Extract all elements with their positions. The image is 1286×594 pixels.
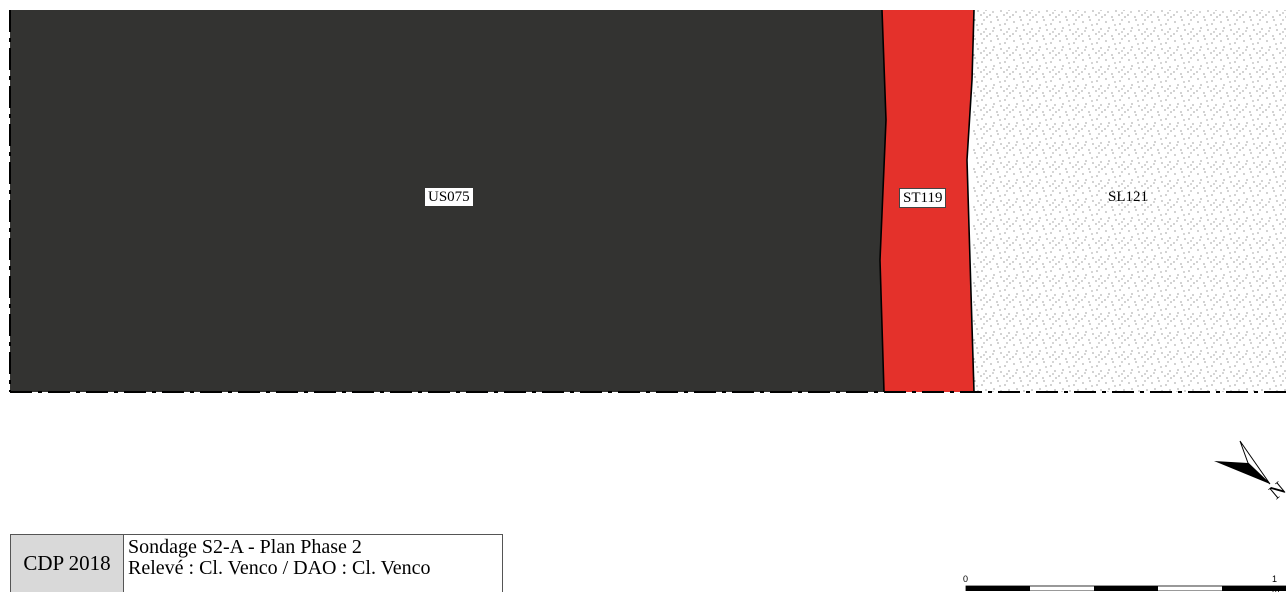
- unit-label-sl121: SL121: [1108, 189, 1149, 205]
- title-block: CDP 2018 Sondage S2-A - Plan Phase 2 Rel…: [10, 534, 503, 592]
- unit-label-us075: US075: [425, 188, 473, 206]
- plan-credits: Relevé : Cl. Venco / DAO : Cl. Venco: [128, 557, 431, 579]
- north-arrow-icon: N: [1214, 440, 1286, 504]
- unit-label-st119: ST119: [899, 188, 947, 208]
- title-info: Sondage S2-A - Plan Phase 2 Relevé : Cl.…: [124, 535, 502, 592]
- boundary-us075-st119: [879, 9, 887, 393]
- plan-title: Sondage S2-A - Plan Phase 2: [128, 536, 362, 558]
- scale-max-label: 1 m: [1272, 574, 1280, 594]
- project-code: CDP 2018: [11, 535, 124, 592]
- unit-sl121-area: [972, 10, 1286, 392]
- scale-min-label: 0: [963, 574, 969, 584]
- boundary-st119-sl121: [966, 9, 975, 393]
- scale-bar: [965, 585, 1286, 591]
